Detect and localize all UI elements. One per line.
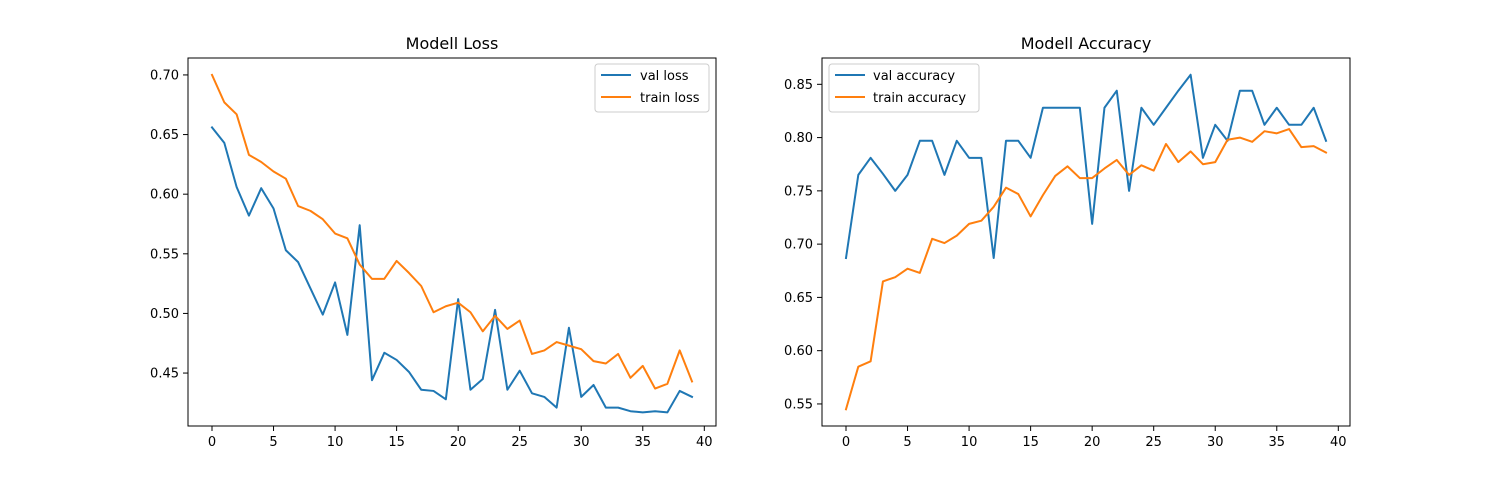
loss-y-tick-label: 0.60 xyxy=(150,188,179,203)
loss-x-tick-label: 5 xyxy=(269,435,277,450)
loss-series-layer xyxy=(210,73,694,414)
series-line-train-accuracy xyxy=(844,128,1328,411)
accuracy-legend-box xyxy=(828,63,980,113)
series-line-train-loss xyxy=(210,73,694,390)
accuracy-x-tick-label: 5 xyxy=(903,435,911,450)
legend-label-val-accuracy: val accuracy xyxy=(873,69,955,84)
loss-y-tick-label: 0.70 xyxy=(150,68,179,83)
accuracy-x-tick-label: 25 xyxy=(1145,435,1162,450)
accuracy-x-tick-label: 10 xyxy=(961,435,978,450)
accuracy-x-tick-label: 0 xyxy=(842,435,850,450)
accuracy-legend: val accuracy train accuracy xyxy=(828,63,980,113)
loss-plot-frame xyxy=(187,57,717,427)
legend-label-train-loss: train loss xyxy=(640,91,700,106)
loss-chart-title: Modell Loss xyxy=(406,34,499,53)
accuracy-x-tick-label: 30 xyxy=(1207,435,1224,450)
legend-label-val-loss: val loss xyxy=(640,69,689,84)
accuracy-y-tick-label: 0.55 xyxy=(784,397,813,412)
loss-x-tick-label: 20 xyxy=(450,435,467,450)
series-line-val-loss xyxy=(210,125,694,414)
accuracy-chart-title: Modell Accuracy xyxy=(1021,34,1152,53)
loss-chart: Modell Loss 0 5 10 15 20 25 30 35 40 0.45 0.50 0.55… xyxy=(150,34,717,450)
accuracy-y-tick-label: 0.70 xyxy=(784,238,813,253)
accuracy-y-tick-label: 0.65 xyxy=(784,291,813,306)
loss-y-tick-label: 0.55 xyxy=(150,247,179,262)
loss-x-tick-label: 40 xyxy=(696,435,713,450)
accuracy-chart: Modell Accuracy 0 5 10 15 20 25 30 35 40 0.55 0.60… xyxy=(784,34,1351,450)
series-line-val-accuracy xyxy=(844,73,1328,260)
legend-label-train-accuracy: train accuracy xyxy=(873,91,966,106)
accuracy-y-tick-label: 0.80 xyxy=(784,131,813,146)
accuracy-x-tick-label: 20 xyxy=(1084,435,1101,450)
loss-legend: val loss train loss xyxy=(594,63,710,113)
loss-ticks-layer: 0 5 10 15 20 25 30 35 40 0.45 0.50 0.55 0.60 0.65 0.70 xyxy=(150,68,713,450)
accuracy-x-tick-label: 40 xyxy=(1330,435,1347,450)
loss-y-tick-label: 0.45 xyxy=(150,367,179,382)
accuracy-ticks-layer: 0 5 10 15 20 25 30 35 40 0.55 0.60 0.65 0.70 0.75 0.80… xyxy=(784,78,1347,450)
loss-x-tick-label: 25 xyxy=(511,435,528,450)
accuracy-series-layer xyxy=(844,73,1328,411)
loss-y-tick-label: 0.65 xyxy=(150,128,179,143)
accuracy-plot-frame xyxy=(821,57,1351,427)
accuracy-x-tick-label: 15 xyxy=(1022,435,1039,450)
accuracy-y-tick-label: 0.85 xyxy=(784,78,813,93)
accuracy-y-tick-label: 0.75 xyxy=(784,184,813,199)
loss-x-tick-label: 35 xyxy=(634,435,651,450)
loss-y-tick-label: 0.50 xyxy=(150,307,179,322)
accuracy-x-tick-label: 35 xyxy=(1268,435,1285,450)
loss-x-tick-label: 15 xyxy=(388,435,405,450)
accuracy-y-tick-label: 0.60 xyxy=(784,344,813,359)
loss-x-tick-label: 10 xyxy=(327,435,344,450)
loss-x-tick-label: 0 xyxy=(208,435,216,450)
loss-x-tick-label: 30 xyxy=(573,435,590,450)
